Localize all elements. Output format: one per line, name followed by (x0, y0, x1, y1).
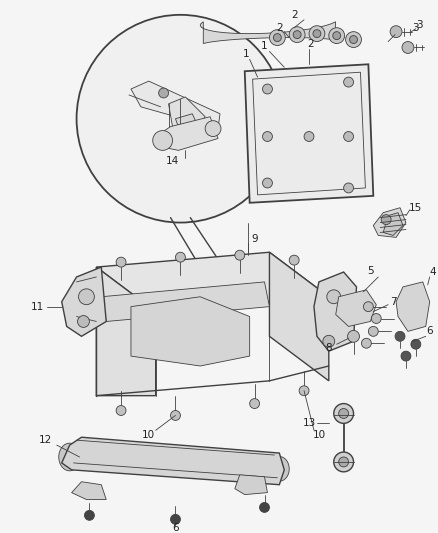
Circle shape (250, 399, 260, 408)
Text: 9: 9 (251, 235, 258, 244)
Text: 15: 15 (409, 203, 423, 213)
Circle shape (309, 26, 325, 42)
Text: 1: 1 (242, 50, 249, 59)
Circle shape (313, 30, 321, 38)
Circle shape (339, 408, 349, 418)
Circle shape (260, 503, 269, 512)
Circle shape (348, 330, 360, 342)
Circle shape (361, 338, 371, 348)
Polygon shape (62, 267, 106, 336)
Ellipse shape (269, 456, 289, 481)
Circle shape (85, 511, 94, 520)
Circle shape (402, 42, 414, 53)
Text: 6: 6 (172, 523, 179, 533)
Circle shape (327, 290, 341, 304)
Circle shape (390, 26, 402, 38)
Polygon shape (269, 252, 329, 381)
Circle shape (273, 34, 281, 42)
Polygon shape (101, 282, 269, 321)
Circle shape (293, 31, 301, 38)
Circle shape (329, 28, 345, 44)
Circle shape (78, 289, 94, 305)
Circle shape (116, 406, 126, 415)
Circle shape (333, 31, 341, 39)
Circle shape (262, 84, 272, 94)
Polygon shape (72, 482, 106, 499)
Ellipse shape (163, 320, 218, 342)
Text: 2: 2 (291, 10, 297, 20)
Text: 14: 14 (166, 156, 179, 166)
Ellipse shape (151, 314, 230, 349)
Circle shape (344, 77, 353, 87)
Text: 2: 2 (276, 23, 283, 33)
Polygon shape (245, 64, 373, 203)
Circle shape (344, 183, 353, 193)
Circle shape (153, 131, 173, 150)
Circle shape (344, 132, 353, 141)
Circle shape (346, 31, 361, 47)
Text: 13: 13 (302, 418, 316, 429)
Circle shape (299, 386, 309, 395)
Polygon shape (373, 208, 406, 237)
Circle shape (371, 313, 381, 324)
Ellipse shape (59, 443, 81, 471)
Circle shape (289, 27, 305, 43)
Circle shape (262, 178, 272, 188)
Polygon shape (169, 97, 205, 131)
Circle shape (77, 15, 284, 223)
Polygon shape (131, 81, 220, 128)
Ellipse shape (404, 292, 422, 321)
Circle shape (411, 340, 421, 349)
Circle shape (350, 36, 357, 44)
Text: 12: 12 (39, 435, 53, 445)
Text: 1: 1 (261, 41, 268, 51)
Polygon shape (131, 297, 250, 366)
Text: 10: 10 (312, 430, 325, 440)
Circle shape (364, 302, 373, 312)
Circle shape (304, 132, 314, 141)
Polygon shape (176, 114, 198, 133)
Text: 3: 3 (417, 20, 423, 30)
Text: 4: 4 (429, 267, 436, 277)
Text: 6: 6 (426, 326, 433, 336)
Text: 5: 5 (367, 266, 374, 276)
Text: 8: 8 (325, 343, 332, 353)
Circle shape (381, 215, 391, 224)
Circle shape (368, 326, 378, 336)
Circle shape (205, 120, 221, 136)
Circle shape (269, 30, 285, 45)
Circle shape (78, 316, 89, 327)
Circle shape (395, 332, 405, 341)
Circle shape (116, 257, 126, 267)
Polygon shape (336, 290, 376, 326)
Circle shape (323, 335, 335, 347)
Polygon shape (200, 22, 339, 44)
Circle shape (262, 132, 272, 141)
Polygon shape (396, 282, 430, 332)
Text: 3: 3 (413, 23, 419, 33)
Polygon shape (383, 213, 403, 236)
Polygon shape (155, 117, 218, 150)
Circle shape (170, 514, 180, 524)
Circle shape (159, 88, 169, 98)
Polygon shape (96, 252, 329, 312)
Text: 2: 2 (307, 38, 314, 49)
Circle shape (289, 255, 299, 265)
Circle shape (401, 351, 411, 361)
Circle shape (334, 403, 353, 423)
Polygon shape (96, 267, 155, 395)
Polygon shape (314, 272, 357, 351)
Text: 11: 11 (30, 302, 44, 312)
Polygon shape (235, 475, 268, 495)
Text: 10: 10 (142, 430, 155, 440)
Polygon shape (62, 437, 284, 484)
Circle shape (170, 410, 180, 421)
Circle shape (235, 251, 245, 260)
Circle shape (334, 452, 353, 472)
Circle shape (339, 457, 349, 467)
Text: 7: 7 (390, 297, 396, 306)
Circle shape (176, 252, 185, 262)
